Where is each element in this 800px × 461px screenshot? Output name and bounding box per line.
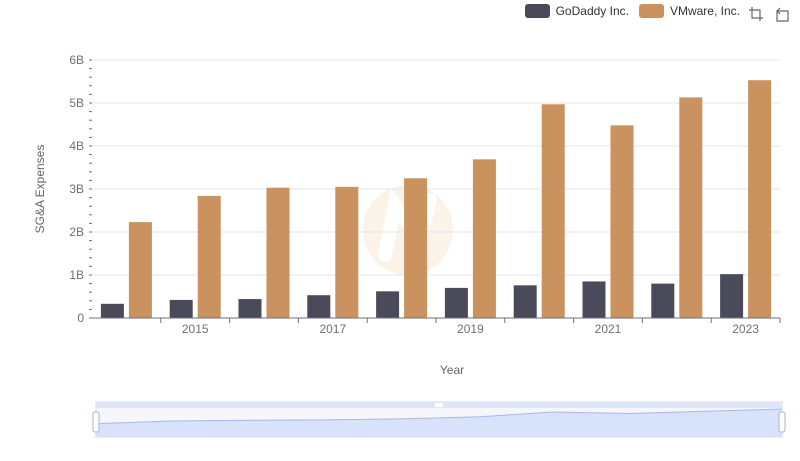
zoom-slider-right-handle — [778, 411, 786, 433]
y-tick-label: 0 — [77, 311, 84, 325]
y-axis-title: SG&A Expenses — [33, 145, 47, 234]
bar-vmware-2017 — [335, 186, 359, 318]
x-tick-label: 2023 — [732, 322, 759, 336]
bar-godaddy-2023 — [720, 274, 744, 318]
bar-vmware-2019 — [472, 159, 496, 318]
legend-label-vmware: VMware, Inc. — [669, 4, 740, 18]
legend-item-vmware[interactable]: VMware, Inc. — [638, 4, 740, 18]
x-tick-label: 2019 — [457, 322, 484, 336]
bar-vmware-2016 — [266, 187, 290, 318]
bar-godaddy-2020 — [513, 285, 537, 318]
bar-vmware-2021 — [610, 125, 634, 318]
bar-godaddy-2016 — [238, 299, 262, 318]
bar-godaddy-2019 — [444, 287, 468, 318]
bar-godaddy-2017 — [307, 295, 331, 318]
x-tick-label: 2017 — [319, 322, 346, 336]
zoom-select-icon[interactable] — [748, 6, 764, 22]
legend-label-godaddy: GoDaddy Inc. — [555, 4, 629, 18]
y-axis-minor-ticks — [89, 59, 92, 319]
bar-godaddy-2021 — [582, 281, 606, 318]
bar-vmware-2020 — [541, 104, 565, 318]
bar-series — [100, 80, 772, 319]
zoom-slider-line — [95, 408, 783, 425]
y-axis-tick-labels: 0 1B 2B 3B 4B 5B 6B — [69, 53, 84, 325]
x-axis-title: Year — [440, 363, 464, 377]
y-tick-label: 1B — [69, 268, 84, 282]
y-tick-label: 4B — [69, 139, 84, 153]
toolbox — [748, 6, 790, 22]
zoom-slider[interactable] — [92, 401, 786, 438]
y-tick-label: 3B — [69, 182, 84, 196]
legend-swatch-godaddy — [524, 4, 550, 18]
bar-godaddy-2014 — [100, 303, 124, 318]
x-tick-label: 2021 — [595, 322, 622, 336]
zoom-slider-move-handle — [435, 403, 443, 407]
bar-godaddy-2015 — [169, 299, 193, 318]
y-tick-label: 2B — [69, 225, 84, 239]
zoom-slider-left-handle — [92, 411, 100, 433]
bar-vmware-2014 — [128, 222, 152, 318]
bar-vmware-2018 — [404, 178, 428, 318]
y-tick-label: 5B — [69, 96, 84, 110]
bar-godaddy-2018 — [376, 291, 400, 318]
y-tick-label: 6B — [69, 53, 84, 67]
zoom-slider-area — [96, 409, 782, 437]
x-axis-tick-labels: 2015 2017 2019 2021 2023 — [160, 318, 781, 336]
bar-vmware-2023 — [748, 80, 772, 319]
bar-vmware-2022 — [679, 97, 703, 318]
legend: GoDaddy Inc. VMware, Inc. — [524, 4, 740, 18]
bar-godaddy-2022 — [651, 283, 675, 318]
zoom-reset-icon[interactable] — [774, 6, 790, 22]
x-tick-label: 2015 — [182, 322, 209, 336]
bar-vmware-2015 — [197, 195, 221, 318]
legend-swatch-vmware — [638, 4, 664, 18]
legend-item-godaddy[interactable]: GoDaddy Inc. — [524, 4, 629, 18]
